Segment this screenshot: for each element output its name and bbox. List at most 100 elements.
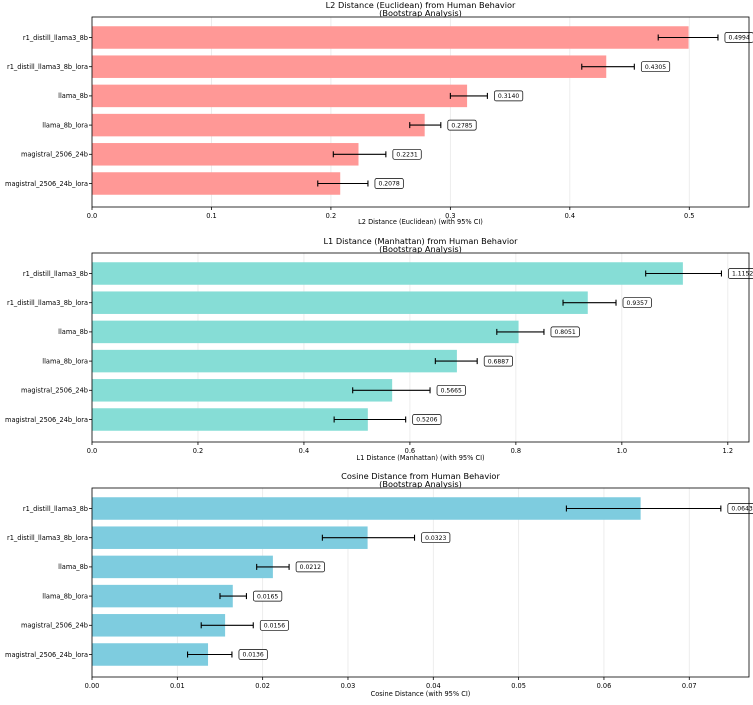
- bar: [92, 55, 607, 78]
- bar: [92, 320, 519, 344]
- x-tick-label: 0.0: [87, 212, 98, 220]
- x-tick-label: 1.0: [617, 447, 628, 455]
- value-label: 0.6887: [483, 355, 513, 367]
- category-label: llama_8b: [58, 92, 88, 100]
- error-bar: [562, 299, 617, 306]
- bar: [92, 26, 689, 49]
- chart-subtitle: (Bootstrap Analysis): [379, 479, 462, 489]
- category-label: magistral_2506_24b_lora: [5, 651, 88, 659]
- chart-subtitle: (Bootstrap Analysis): [379, 244, 462, 254]
- value-label: 0.4994: [724, 32, 753, 43]
- value-label-box: [483, 355, 513, 367]
- x-tick-label: 0.4: [299, 447, 310, 455]
- value-label-text: 0.0643: [731, 506, 752, 513]
- category-label: magistral_2506_24b_lora: [5, 416, 88, 424]
- value-label-box: [494, 90, 524, 102]
- category-label: magistral_2506_24b_lora: [5, 180, 88, 188]
- value-label: 0.0156: [259, 619, 290, 631]
- category-label: llama_8b: [58, 328, 88, 336]
- x-tick-label: 0.07: [682, 682, 697, 690]
- chart-subtitle: (Bootstrap Analysis): [379, 8, 462, 18]
- x-tick-label: 0.1: [206, 212, 217, 220]
- error-bar: [352, 387, 431, 394]
- bar: [92, 379, 393, 402]
- error-bar: [565, 505, 722, 512]
- category-label: r1_distill_llama3_8b: [23, 505, 88, 513]
- error-bar: [187, 651, 233, 658]
- category-label: r1_distill_llama3_8b: [23, 34, 88, 42]
- value-label-box: [238, 649, 268, 660]
- value-label-text: 0.0212: [300, 564, 321, 571]
- value-label-box: [421, 532, 451, 544]
- x-tick-label: 0.2: [193, 447, 204, 455]
- value-label-box: [253, 590, 283, 602]
- category-label: magistral_2506_24b: [21, 387, 88, 395]
- error-bar: [332, 151, 387, 158]
- value-label-text: 0.4305: [645, 64, 666, 71]
- plot-frame: [91, 252, 750, 443]
- error-bar: [657, 34, 719, 41]
- x-tick-label: 0.8: [511, 447, 522, 455]
- bar: [92, 143, 359, 166]
- value-label: 0.0212: [295, 561, 325, 573]
- error-bar: [645, 270, 722, 277]
- value-label-text: 0.3140: [498, 93, 519, 100]
- bar: [92, 349, 457, 373]
- category-label: r1_distill_llama3_8b_lora: [7, 534, 88, 542]
- bar: [92, 291, 588, 314]
- value-label: 0.0165: [253, 590, 283, 602]
- x-axis-label: L1 Distance (Manhattan) (with 95% CI): [356, 454, 484, 462]
- x-tick-label: 0.02: [255, 682, 270, 690]
- x-tick-label: 0.3: [445, 212, 456, 220]
- value-label-box: [727, 503, 753, 514]
- value-label-text: 0.0165: [257, 593, 278, 600]
- bar: [92, 526, 368, 549]
- x-tick-label: 0.2: [326, 212, 337, 220]
- value-label: 0.5206: [412, 414, 442, 425]
- x-tick-label: 0.04: [426, 682, 441, 690]
- category-label: llama_8b_lora: [42, 592, 88, 600]
- error-bar: [317, 180, 369, 187]
- category-label: r1_distill_llama3_8b: [23, 270, 88, 278]
- value-label-text: 0.0136: [242, 652, 263, 659]
- bar: [92, 643, 209, 666]
- bar: [92, 262, 683, 285]
- value-label: 0.0643: [727, 503, 753, 514]
- value-label-text: 0.9357: [627, 300, 648, 307]
- category-label: llama_8b_lora: [42, 121, 88, 129]
- value-label-text: 1.1152: [732, 271, 753, 278]
- category-label: llama_8b_lora: [42, 357, 88, 365]
- x-tick-label: 0.05: [511, 682, 526, 690]
- value-label-box: [724, 32, 753, 43]
- error-bar: [321, 534, 416, 541]
- value-label: 0.0136: [238, 649, 268, 660]
- value-label-text: 0.6887: [488, 358, 509, 365]
- value-label: 1.1152: [728, 268, 753, 279]
- value-label-box: [550, 326, 580, 338]
- value-label-text: 0.5665: [441, 388, 462, 395]
- category-label: magistral_2506_24b: [21, 151, 88, 159]
- bar: [92, 497, 641, 520]
- value-label-text: 0.0156: [264, 623, 285, 630]
- x-tick-label: 0.4: [565, 212, 576, 220]
- value-label: 0.2785: [447, 119, 477, 131]
- error-bar: [200, 622, 254, 629]
- value-label: 0.4305: [640, 61, 671, 73]
- error-bar: [256, 563, 290, 570]
- value-label-box: [374, 178, 404, 189]
- value-label-text: 0.8051: [554, 329, 575, 336]
- error-bar: [496, 328, 545, 335]
- bar: [92, 84, 468, 108]
- x-tick-label: 0.03: [341, 682, 356, 690]
- value-label-box: [295, 561, 325, 573]
- value-label-box: [412, 414, 442, 425]
- value-label: 0.2231: [392, 148, 422, 160]
- value-label-box: [436, 384, 466, 396]
- value-label-text: 0.2785: [451, 122, 472, 129]
- chart-title: L2 Distance (Euclidean) from Human Behav…: [326, 0, 516, 10]
- error-bar: [333, 416, 407, 423]
- category-label: magistral_2506_24b: [21, 622, 88, 630]
- x-tick-label: 0.06: [597, 682, 612, 690]
- x-tick-label: 0.0: [87, 447, 98, 455]
- value-label: 0.9357: [622, 297, 652, 309]
